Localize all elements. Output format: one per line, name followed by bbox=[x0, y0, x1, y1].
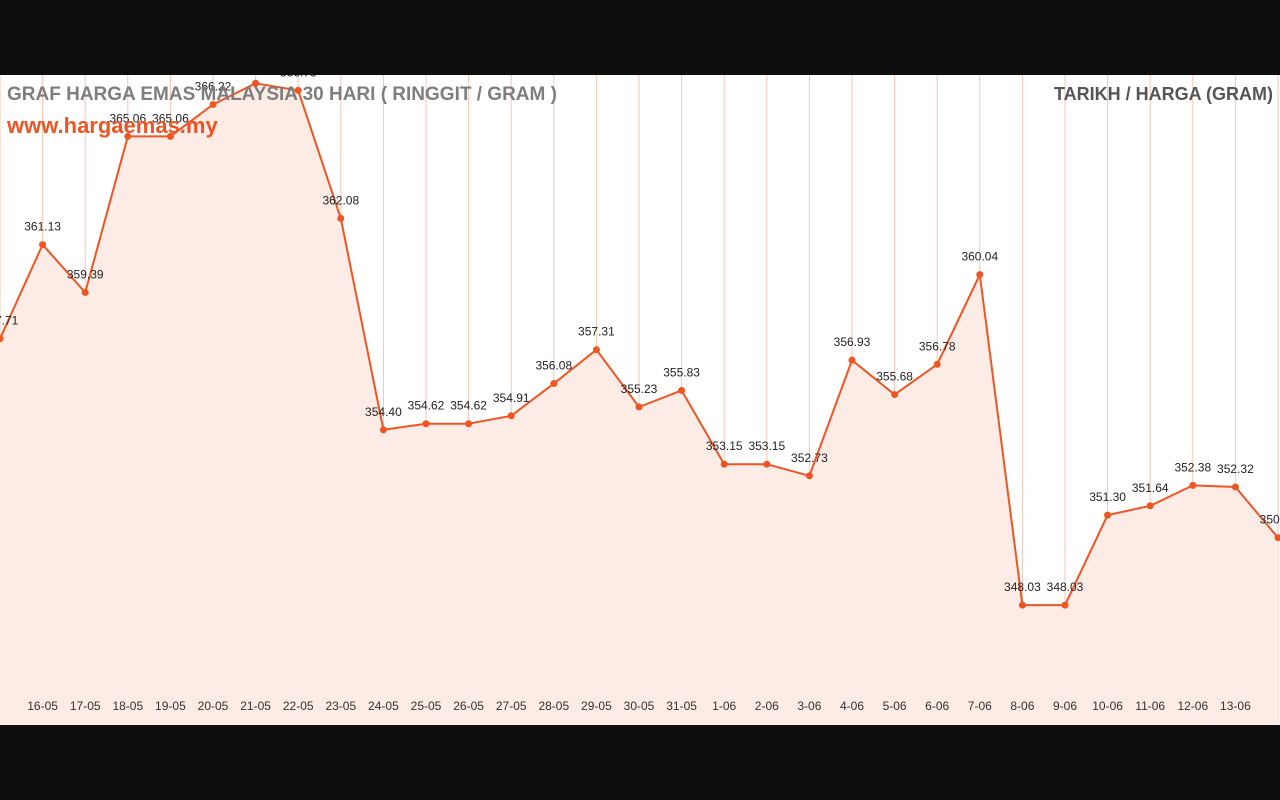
tick-label: 31-05 bbox=[666, 699, 697, 713]
chart-panel: 357.71 361.13 359.39 365.06 365.06 366.22 366.… bbox=[0, 75, 1280, 725]
data-point[interactable] bbox=[933, 360, 941, 368]
data-point[interactable] bbox=[507, 412, 515, 420]
data-label: 352.32 bbox=[1217, 462, 1254, 476]
data-label: 353.15 bbox=[748, 439, 785, 453]
data-label: 350.48 bbox=[1260, 513, 1280, 527]
data-label: 355.23 bbox=[621, 382, 658, 396]
tick-label: 28-05 bbox=[538, 699, 569, 713]
data-point[interactable] bbox=[1189, 481, 1197, 489]
data-point[interactable] bbox=[39, 241, 47, 249]
tick-label: 25-05 bbox=[411, 699, 442, 713]
tick-label: 1-06 bbox=[712, 699, 736, 713]
tick-label: 29-05 bbox=[581, 699, 612, 713]
tick-label: 9-06 bbox=[1053, 699, 1077, 713]
data-label: 354.62 bbox=[450, 399, 487, 413]
tick-label: 4-06 bbox=[840, 699, 864, 713]
data-point[interactable] bbox=[1146, 502, 1154, 510]
data-point[interactable] bbox=[124, 132, 132, 140]
data-label: 357.71 bbox=[0, 314, 19, 328]
data-point[interactable] bbox=[209, 100, 217, 108]
data-label: 361.13 bbox=[24, 220, 61, 234]
data-label: 351.30 bbox=[1089, 490, 1126, 504]
data-point[interactable] bbox=[1231, 483, 1239, 491]
tick-label: 5-06 bbox=[883, 699, 907, 713]
data-point[interactable] bbox=[81, 288, 89, 296]
data-point[interactable] bbox=[294, 86, 302, 94]
price-line-chart: 357.71 361.13 359.39 365.06 365.06 366.22 366.… bbox=[0, 75, 1280, 725]
data-label: 366.22 bbox=[195, 79, 232, 93]
data-point[interactable] bbox=[0, 335, 4, 343]
tick-label: 16-05 bbox=[27, 699, 58, 713]
data-label: 365.06 bbox=[152, 111, 189, 125]
data-label: 355.83 bbox=[663, 365, 700, 379]
data-point[interactable] bbox=[1274, 534, 1280, 542]
tick-label: 7-06 bbox=[968, 699, 992, 713]
data-point[interactable] bbox=[848, 356, 856, 364]
data-point[interactable] bbox=[1104, 511, 1112, 519]
data-point[interactable] bbox=[1018, 601, 1026, 609]
data-point[interactable] bbox=[422, 420, 430, 428]
tick-label: 30-05 bbox=[624, 699, 655, 713]
data-labels: 357.71 361.13 359.39 365.06 365.06 366.22 366.… bbox=[0, 75, 1280, 594]
tick-label: 8-06 bbox=[1010, 699, 1034, 713]
data-point[interactable] bbox=[805, 472, 813, 480]
data-label: 356.78 bbox=[919, 339, 956, 353]
tick-label: 13-06 bbox=[1220, 699, 1251, 713]
data-label: 356.93 bbox=[834, 335, 871, 349]
data-label: 357.31 bbox=[578, 325, 615, 339]
data-point[interactable] bbox=[1061, 601, 1069, 609]
data-point[interactable] bbox=[763, 460, 771, 468]
data-label: 354.40 bbox=[365, 405, 402, 419]
data-point[interactable] bbox=[465, 420, 473, 428]
tick-label: 27-05 bbox=[496, 699, 527, 713]
data-point[interactable] bbox=[891, 391, 899, 399]
tick-label: 19-05 bbox=[155, 699, 186, 713]
tick-label: 20-05 bbox=[198, 699, 229, 713]
site-url[interactable]: www.hargaemas.my bbox=[7, 113, 218, 138]
data-point[interactable] bbox=[592, 346, 600, 354]
tick-label: 6-06 bbox=[925, 699, 949, 713]
data-point[interactable] bbox=[976, 271, 984, 279]
tick-label: 10-06 bbox=[1092, 699, 1123, 713]
data-label: 360.04 bbox=[961, 250, 998, 264]
tick-label: 17-05 bbox=[70, 699, 101, 713]
tick-label: 3-06 bbox=[797, 699, 821, 713]
data-label: 352.38 bbox=[1174, 460, 1211, 474]
chart-title: GRAF HARGA EMAS MALAYSIA 30 HARI ( RINGG… bbox=[7, 84, 557, 105]
data-label: 356.08 bbox=[535, 359, 572, 373]
price-area-fill bbox=[0, 83, 1278, 725]
data-label: 362.08 bbox=[322, 193, 359, 207]
chart-legend: TARIKH / HARGA (GRAM) bbox=[1054, 84, 1273, 104]
data-point[interactable] bbox=[550, 380, 558, 388]
data-label: 348.03 bbox=[1004, 580, 1041, 594]
tick-label: 22-05 bbox=[283, 699, 314, 713]
data-point[interactable] bbox=[252, 79, 260, 87]
data-label: 353.15 bbox=[706, 439, 743, 453]
tick-label: 11-06 bbox=[1135, 699, 1165, 713]
data-label: 352.73 bbox=[791, 451, 828, 465]
x-axis-tick-labels: 16-05 17-05 18-05 19-05 20-05 21-05 22-05 23-05… bbox=[27, 699, 1251, 713]
data-label: 354.62 bbox=[408, 399, 445, 413]
tick-label: 21-05 bbox=[240, 699, 271, 713]
tick-label: 26-05 bbox=[453, 699, 484, 713]
data-point[interactable] bbox=[337, 214, 345, 222]
data-label: 348.03 bbox=[1047, 580, 1084, 594]
data-label: 366.73 bbox=[280, 75, 317, 79]
tick-label: 23-05 bbox=[325, 699, 356, 713]
data-label: 351.64 bbox=[1132, 481, 1169, 495]
data-label: 354.91 bbox=[493, 391, 530, 405]
tick-label: 24-05 bbox=[368, 699, 399, 713]
data-point[interactable] bbox=[379, 426, 387, 434]
data-point[interactable] bbox=[166, 132, 174, 140]
data-label: 359.39 bbox=[67, 267, 104, 281]
data-label: 365.06 bbox=[109, 111, 146, 125]
tick-label: 12-06 bbox=[1177, 699, 1208, 713]
data-point[interactable] bbox=[635, 403, 643, 411]
data-point[interactable] bbox=[678, 386, 686, 394]
data-point[interactable] bbox=[720, 460, 728, 468]
data-points bbox=[0, 79, 1280, 609]
tick-label: 18-05 bbox=[112, 699, 143, 713]
data-label: 355.68 bbox=[876, 370, 913, 384]
tick-label: 2-06 bbox=[755, 699, 779, 713]
